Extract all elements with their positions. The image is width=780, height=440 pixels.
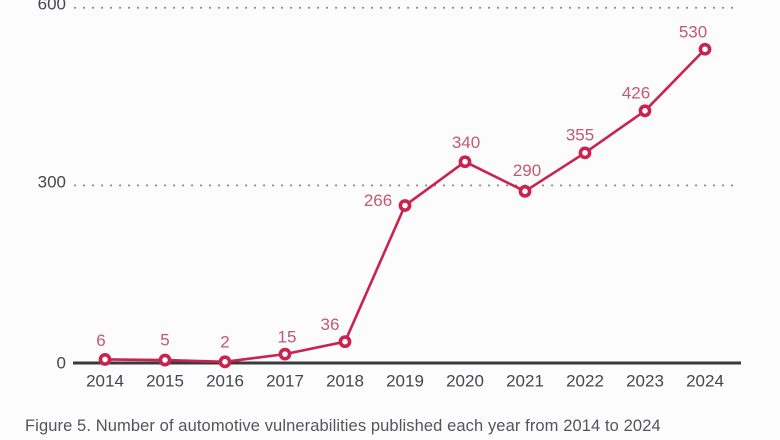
data-point-label: 290	[513, 161, 541, 180]
x-tick-label: 2015	[146, 372, 184, 391]
data-point	[518, 184, 532, 198]
x-tick-label: 2014	[86, 372, 124, 391]
data-point	[98, 353, 112, 366]
data-point-label: 426	[622, 83, 650, 102]
x-tick-label: 2019	[386, 372, 424, 391]
data-point	[398, 199, 412, 212]
x-tick-label: 2021	[506, 372, 544, 391]
y-tick-label: 300	[38, 172, 66, 191]
data-point	[218, 355, 232, 369]
data-point-label: 6	[96, 331, 105, 350]
x-tick-label: 2018	[326, 372, 364, 391]
data-point-label: 530	[679, 23, 707, 42]
data-point-label: 340	[452, 133, 480, 152]
data-point	[158, 353, 172, 367]
y-tick-label: 600	[38, 0, 66, 13]
data-point	[458, 155, 472, 169]
data-point-label: 266	[364, 191, 392, 210]
x-tick-label: 2022	[566, 372, 604, 391]
data-point-label: 15	[278, 328, 297, 347]
data-point	[338, 335, 352, 349]
figure-caption: Figure 5. Number of automotive vulnerabi…	[25, 417, 661, 435]
data-point	[278, 347, 292, 361]
x-tick-label: 2017	[266, 372, 304, 391]
x-tick-label: 2020	[446, 372, 484, 391]
y-tick-label: 0	[57, 354, 66, 373]
vulnerabilities-line-chart: 0 300 600 6 5 2 15 36 266 340 290 355 426 530 2014 2015…	[38, 0, 741, 391]
data-point	[638, 104, 652, 118]
data-point-label: 36	[321, 315, 340, 334]
x-tick-label: 2024	[686, 372, 724, 391]
data-point-label: 5	[160, 331, 169, 350]
x-tick-label: 2023	[626, 372, 664, 391]
data-point-label: 355	[566, 125, 594, 144]
data-point	[698, 42, 712, 56]
x-tick-label: 2016	[206, 372, 244, 391]
data-point-label: 2	[220, 332, 229, 351]
data-point	[578, 146, 592, 160]
